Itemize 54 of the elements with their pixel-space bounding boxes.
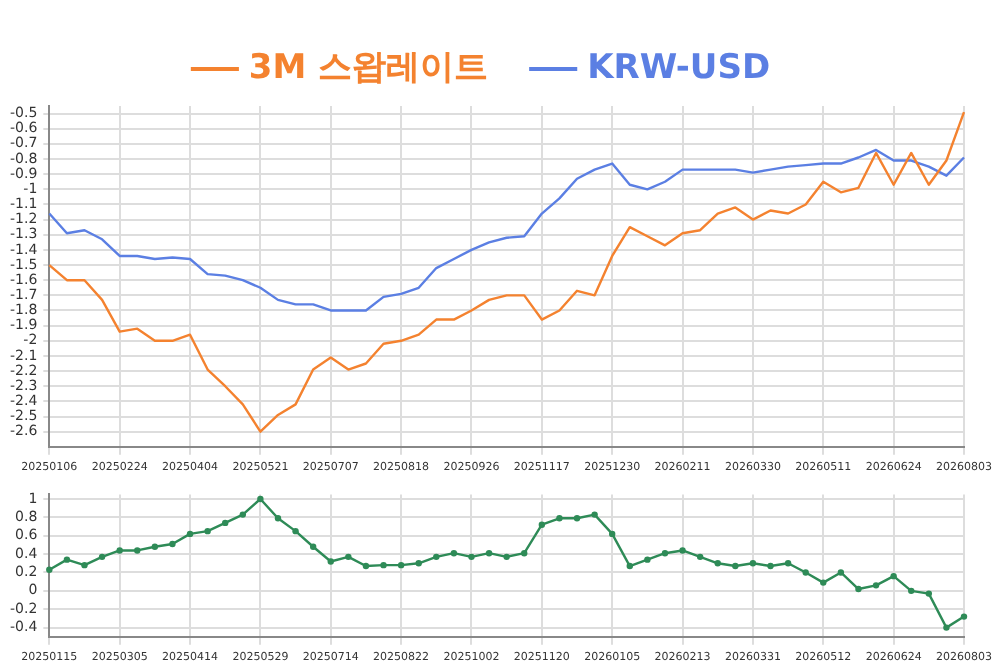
point xyxy=(890,572,897,580)
point xyxy=(925,590,933,597)
point xyxy=(204,527,211,535)
point xyxy=(98,553,106,561)
point xyxy=(749,560,757,567)
point xyxy=(468,553,475,561)
point xyxy=(872,582,880,589)
point xyxy=(837,569,845,576)
point xyxy=(556,515,563,522)
point xyxy=(309,543,317,550)
point xyxy=(151,543,159,550)
point xyxy=(538,521,546,528)
point xyxy=(327,558,334,565)
point xyxy=(784,560,792,567)
point xyxy=(450,550,458,557)
legend-label: KRW-USD xyxy=(587,47,771,88)
point xyxy=(609,530,616,538)
point xyxy=(134,547,141,554)
point xyxy=(943,624,950,631)
point xyxy=(767,562,774,570)
point xyxy=(292,527,299,535)
point xyxy=(820,579,827,586)
point xyxy=(503,553,510,561)
point xyxy=(573,515,581,522)
point xyxy=(116,547,123,554)
point xyxy=(239,511,247,518)
point xyxy=(696,553,704,561)
point xyxy=(63,556,71,563)
legend-label: 3M 스왑레이트 xyxy=(248,47,489,88)
point xyxy=(345,553,352,561)
point xyxy=(855,585,862,593)
point xyxy=(274,515,282,522)
point xyxy=(222,519,229,527)
point xyxy=(626,562,633,570)
point xyxy=(714,560,721,567)
point xyxy=(679,547,686,554)
point xyxy=(960,613,968,620)
point xyxy=(380,561,387,569)
point xyxy=(802,569,809,576)
point xyxy=(661,550,669,557)
point xyxy=(908,587,915,595)
point xyxy=(397,561,405,569)
point xyxy=(644,556,651,563)
point xyxy=(186,530,194,538)
point xyxy=(521,550,528,557)
point xyxy=(433,553,440,561)
point xyxy=(415,560,422,567)
point xyxy=(257,495,264,503)
point xyxy=(485,550,493,557)
point xyxy=(732,562,739,570)
point xyxy=(591,511,598,518)
point xyxy=(81,561,88,569)
point xyxy=(362,562,370,570)
point xyxy=(169,540,176,548)
